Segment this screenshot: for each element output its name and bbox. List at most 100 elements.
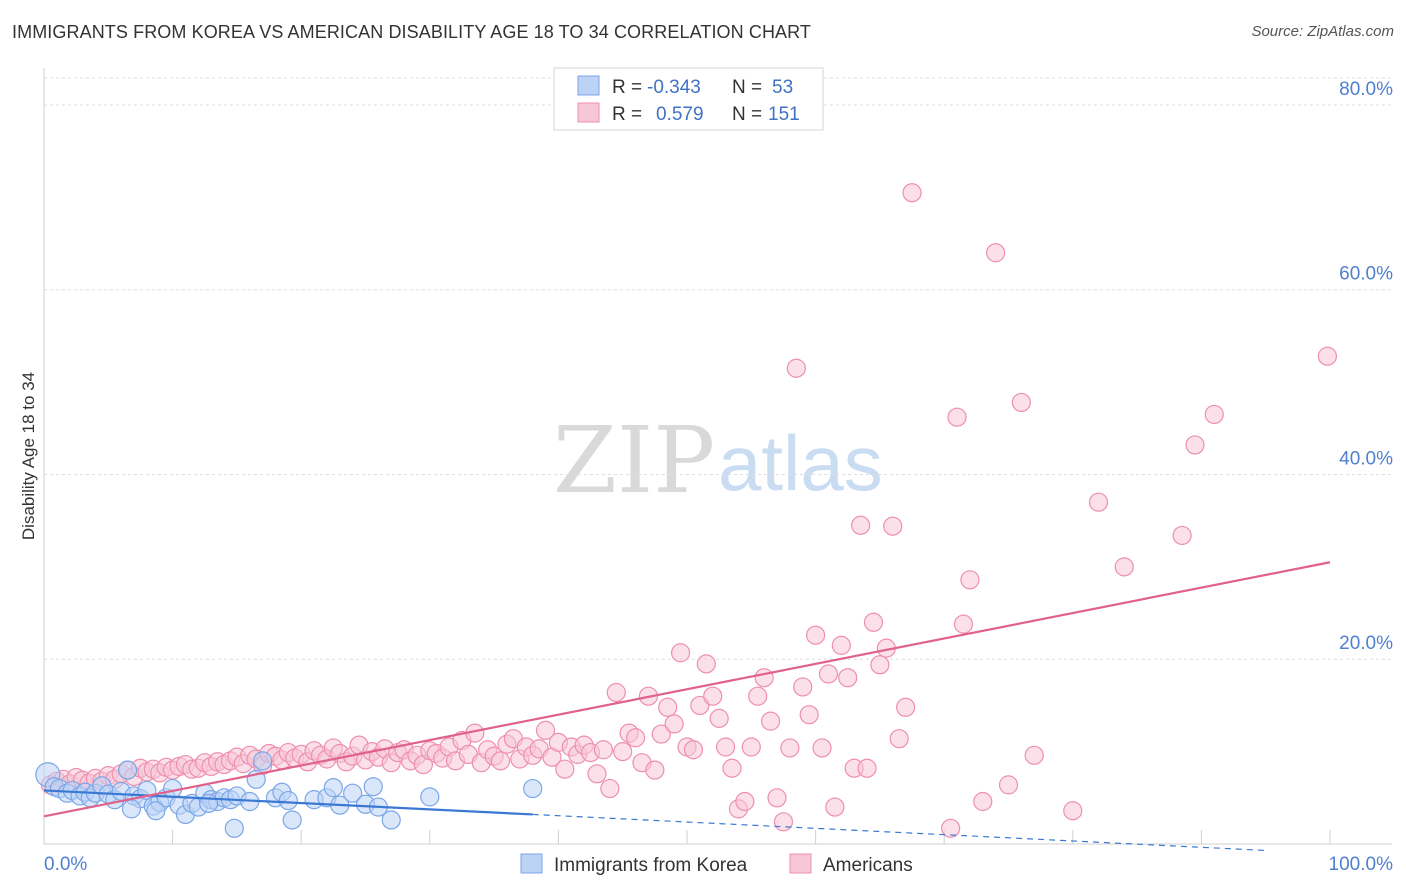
point-americans-98 [670,643,691,663]
point-americans-70 [490,751,511,771]
point-americans-148 [1185,435,1205,455]
point-americans-123 [831,635,851,655]
point-americans-116 [786,358,806,378]
point-americans-117 [793,677,813,697]
point-korea-49 [381,810,401,830]
point-americans-111 [754,668,774,688]
point-americans-133 [896,697,916,717]
point-americans-105 [715,737,736,757]
point-americans-96 [658,697,678,717]
trend-line-korea-extension [532,813,1266,852]
y-tick-labels: 20.0% 40.0% 60.0% 80.0% [1339,79,1393,654]
point-americans-136 [947,407,967,427]
point-americans-122 [825,797,845,817]
stats-legend-swatch-korea [577,75,600,96]
stats-legend-r-value-korea: -0.343 [647,77,701,98]
point-korea-52 [224,818,244,838]
point-americans-119 [805,625,826,645]
point-americans-135 [941,818,961,838]
point-americans-89 [613,742,633,762]
point-americans-131 [883,516,903,536]
point-americans-141 [998,775,1019,795]
series-legend-swatch-korea [520,853,543,874]
stats-legend-n-value-americans: 151 [768,104,800,125]
point-americans-115 [780,738,800,758]
point-americans-118 [799,705,819,725]
point-americans-108 [735,791,755,812]
point-americans-88 [606,682,626,703]
point-americans-124 [838,668,858,688]
point-americans-132 [889,729,909,749]
chart-title: IMMIGRANTS FROM KOREA VS AMERICAN DISABI… [12,22,812,42]
point-americans-144 [1063,801,1083,821]
point-americans-112 [760,711,781,731]
point-americans-142 [1011,392,1031,413]
point-korea-36 [253,751,273,771]
y-axis-label: Disability Age 18 to 34 [19,372,38,540]
point-americans-102 [696,654,716,674]
watermark-zip: ZIP [553,407,715,514]
point-americans-103 [703,686,723,706]
point-korea-51 [523,778,543,799]
point-americans-126 [851,515,871,535]
point-korea-31 [146,801,166,821]
point-americans-128 [863,612,884,632]
point-americans-77 [535,720,556,740]
point-americans-80 [555,759,575,779]
point-americans-149 [1204,404,1224,425]
stats-legend-n-label-korea: N = [732,77,762,98]
point-korea-30 [121,799,142,819]
point-americans-87 [600,778,620,799]
point-americans-109 [741,737,761,757]
watermark: ZIP atlas [553,407,883,514]
stats-legend-r-label-americans: R = [612,104,642,125]
series-legend-label-americans: Americans [823,855,913,876]
point-korea-13 [117,760,138,780]
point-americans-91 [625,728,646,748]
y-tick-label-2: 60.0% [1339,264,1393,285]
point-americans-137 [953,614,974,634]
point-americans-150 [1317,346,1338,366]
stats-legend-swatch-americans [577,102,600,123]
x-tick-label-min: 0.0% [44,854,87,875]
stats-legend-n-label-americans: N = [732,104,762,125]
point-americans-94 [645,760,665,780]
point-americans-127 [857,758,877,778]
point-americans-86 [593,740,614,760]
trend-line-korea [43,789,533,816]
point-americans-100 [683,740,704,760]
y-tick-label-0: 20.0% [1339,633,1393,654]
trend-line-americans [43,561,1331,818]
stats-legend-n-value-korea: 53 [772,77,793,98]
point-americans-101 [690,695,710,716]
point-korea-47 [363,777,383,797]
point-americans-113 [767,788,787,808]
point-korea-39 [278,790,298,811]
point-americans-140 [986,243,1006,263]
point-americans-143 [1024,745,1044,765]
point-americans-129 [870,655,890,675]
point-americans-138 [960,570,980,590]
point-americans-95 [651,724,671,744]
y-tick-label-3: 80.0% [1339,79,1393,100]
y-tick-label-1: 40.0% [1339,448,1393,469]
series-legend-label-korea: Immigrants from Korea [554,855,748,876]
scatter-points [35,183,1338,838]
point-korea-50 [420,787,440,807]
point-americans-139 [973,791,993,812]
stats-legend: R = -0.343 N = 53 R = 0.579 N = 151 [553,67,824,131]
point-americans-110 [748,686,768,706]
point-americans-97 [664,714,684,734]
point-americans-134 [902,183,922,203]
chart-source: Source: ZipAtlas.com [1251,23,1394,40]
grid-lines [44,77,1392,660]
point-korea-40 [282,810,302,830]
point-americans-120 [812,738,832,758]
point-korea-35 [199,793,219,813]
x-tick-label-max: 100.0% [1329,854,1394,875]
point-korea-45 [343,783,363,803]
point-americans-147 [1172,525,1192,546]
point-americans-104 [709,708,729,728]
stats-legend-r-value-americans: 0.579 [656,104,704,125]
